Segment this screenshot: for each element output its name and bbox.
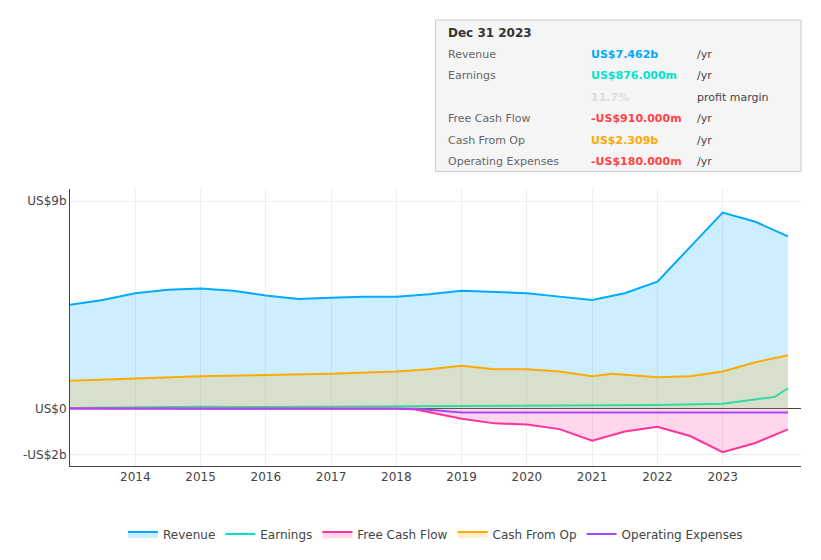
svg-text:2021: 2021 bbox=[577, 470, 608, 484]
svg-text:Earnings: Earnings bbox=[260, 528, 312, 542]
svg-text:2023: 2023 bbox=[707, 470, 738, 484]
svg-text:/yr: /yr bbox=[697, 69, 712, 82]
svg-text:Revenue: Revenue bbox=[448, 48, 496, 61]
svg-text:Earnings: Earnings bbox=[448, 69, 496, 82]
svg-text:US$2.309b: US$2.309b bbox=[591, 134, 658, 147]
svg-text:2017: 2017 bbox=[316, 470, 347, 484]
svg-text:2015: 2015 bbox=[185, 470, 216, 484]
svg-text:Operating Expenses: Operating Expenses bbox=[622, 528, 743, 542]
svg-text:-US$2b: -US$2b bbox=[23, 448, 67, 462]
svg-text:profit margin: profit margin bbox=[697, 91, 769, 104]
svg-text:Free Cash Flow: Free Cash Flow bbox=[448, 112, 531, 125]
svg-text:Cash From Op: Cash From Op bbox=[493, 528, 577, 542]
svg-text:/yr: /yr bbox=[697, 48, 712, 61]
svg-text:2016: 2016 bbox=[251, 470, 282, 484]
svg-text:/yr: /yr bbox=[697, 155, 712, 168]
svg-text:-US$910.000m: -US$910.000m bbox=[591, 112, 682, 125]
svg-text:US$876.000m: US$876.000m bbox=[591, 69, 677, 82]
svg-text:Free Cash Flow: Free Cash Flow bbox=[357, 528, 447, 542]
svg-text:2022: 2022 bbox=[642, 470, 673, 484]
svg-text:Revenue: Revenue bbox=[163, 528, 215, 542]
svg-text:US$0: US$0 bbox=[35, 402, 67, 416]
svg-text:2014: 2014 bbox=[120, 470, 151, 484]
svg-text:Cash From Op: Cash From Op bbox=[448, 134, 525, 147]
svg-text:2019: 2019 bbox=[446, 470, 477, 484]
svg-text:US$9b: US$9b bbox=[27, 194, 66, 208]
svg-text:2020: 2020 bbox=[512, 470, 543, 484]
svg-text:-US$180.000m: -US$180.000m bbox=[591, 155, 682, 168]
svg-text:/yr: /yr bbox=[697, 134, 712, 147]
svg-text:Dec 31 2023: Dec 31 2023 bbox=[448, 26, 532, 40]
svg-text:2018: 2018 bbox=[381, 470, 412, 484]
svg-text:US$7.462b: US$7.462b bbox=[591, 48, 658, 61]
svg-text:11.7%: 11.7% bbox=[591, 91, 629, 104]
svg-text:/yr: /yr bbox=[697, 112, 712, 125]
svg-text:Operating Expenses: Operating Expenses bbox=[448, 155, 559, 168]
